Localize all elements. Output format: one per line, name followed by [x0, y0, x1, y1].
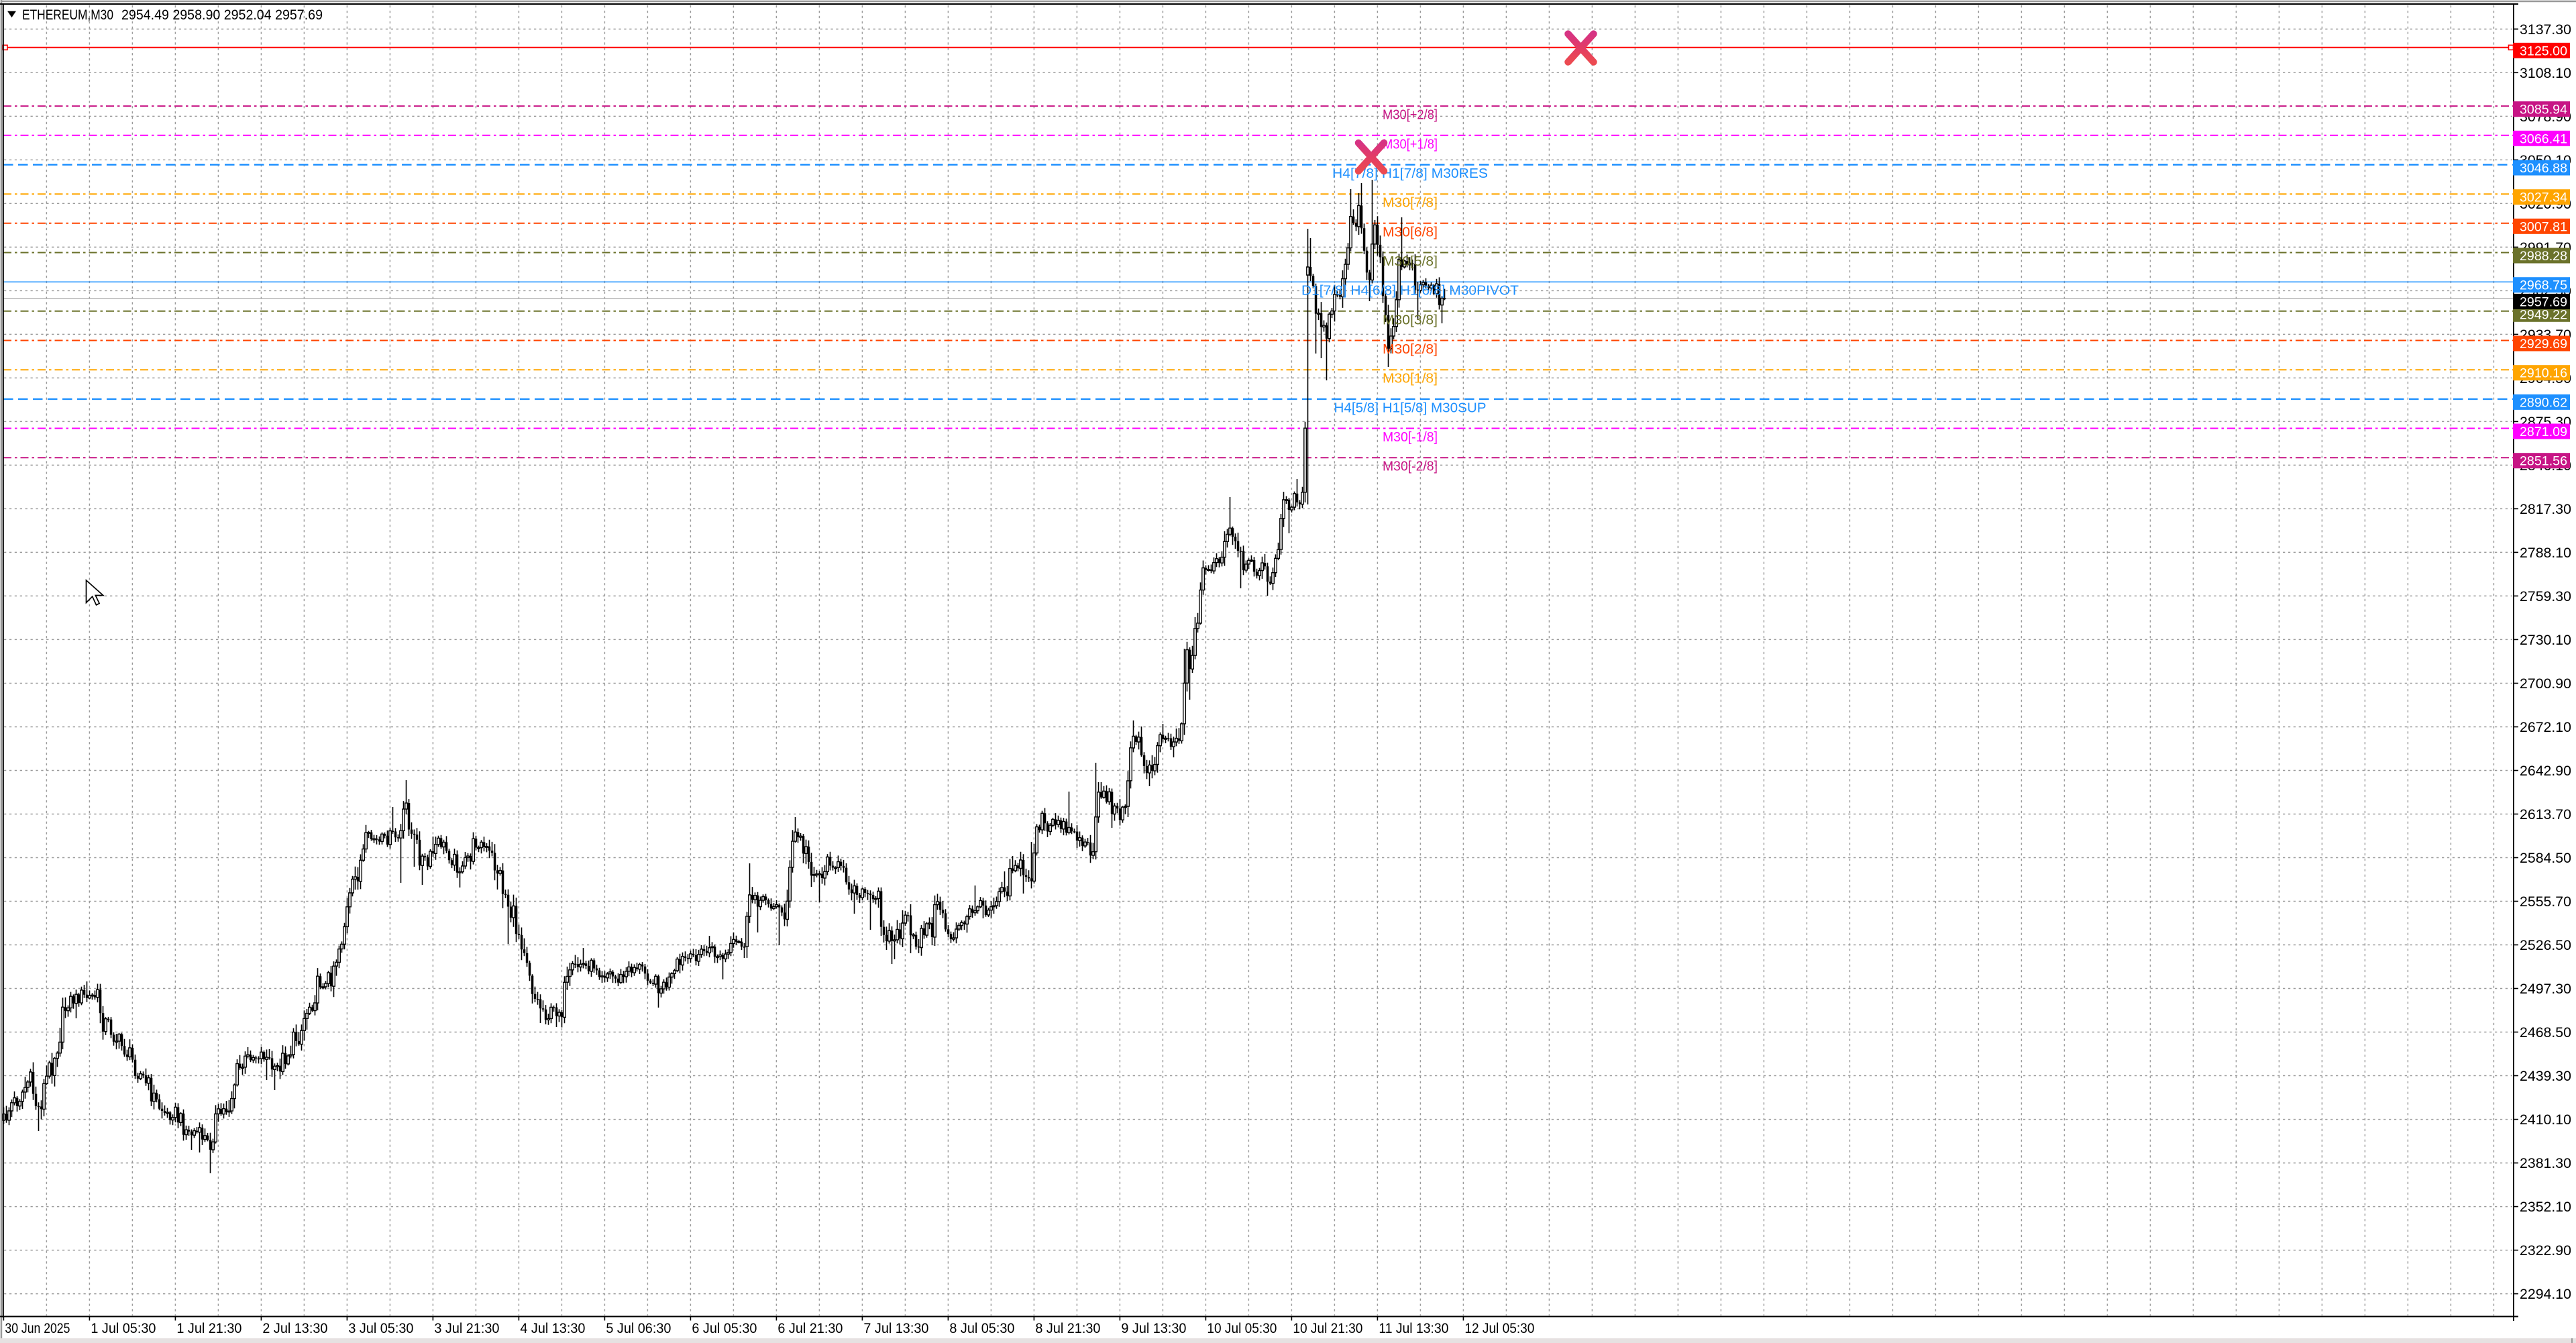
- svg-text:3085.94: 3085.94: [2520, 103, 2567, 117]
- svg-text:12 Jul 05:30: 12 Jul 05:30: [1464, 1321, 1534, 1336]
- svg-text:2439.30: 2439.30: [2520, 1069, 2571, 1084]
- svg-text:M30[-2/8]: M30[-2/8]: [1383, 460, 1438, 474]
- svg-text:2613.70: 2613.70: [2520, 807, 2571, 822]
- svg-text:2968.75: 2968.75: [2520, 278, 2567, 293]
- svg-text:2672.10: 2672.10: [2520, 720, 2571, 735]
- svg-text:10 Jul 21:30: 10 Jul 21:30: [1293, 1321, 1362, 1336]
- svg-text:3027.34: 3027.34: [2520, 191, 2567, 205]
- svg-text:2555.70: 2555.70: [2520, 894, 2571, 910]
- svg-text:2988.28: 2988.28: [2520, 249, 2567, 264]
- svg-text:2759.30: 2759.30: [2520, 589, 2571, 604]
- svg-text:1 Jul 21:30: 1 Jul 21:30: [176, 1321, 241, 1336]
- svg-text:2954.49 2958.90 2952.04 2957.6: 2954.49 2958.90 2952.04 2957.69: [121, 7, 323, 23]
- svg-text:M30[6/8]: M30[6/8]: [1383, 225, 1438, 239]
- svg-text:2871.09: 2871.09: [2520, 425, 2567, 439]
- svg-text:2381.30: 2381.30: [2520, 1156, 2571, 1171]
- svg-text:4 Jul 13:30: 4 Jul 13:30: [520, 1321, 585, 1336]
- svg-text:2468.50: 2468.50: [2520, 1025, 2571, 1040]
- svg-text:10 Jul 05:30: 10 Jul 05:30: [1207, 1321, 1277, 1336]
- svg-text:7 Jul 13:30: 7 Jul 13:30: [863, 1321, 928, 1336]
- svg-text:2584.50: 2584.50: [2520, 851, 2571, 866]
- svg-text:2294.10: 2294.10: [2520, 1287, 2571, 1302]
- svg-text:2910.16: 2910.16: [2520, 366, 2567, 381]
- svg-text:M30[+2/8]: M30[+2/8]: [1383, 108, 1438, 123]
- svg-text:2352.10: 2352.10: [2520, 1199, 2571, 1215]
- svg-text:3125.00: 3125.00: [2520, 44, 2567, 58]
- svg-text:3 Jul 05:30: 3 Jul 05:30: [348, 1321, 413, 1336]
- svg-text:2851.56: 2851.56: [2520, 454, 2567, 469]
- svg-text:M30[3/8]: M30[3/8]: [1383, 313, 1438, 327]
- svg-text:2700.90: 2700.90: [2520, 676, 2571, 692]
- svg-text:2949.22: 2949.22: [2520, 307, 2567, 322]
- svg-text:3066.41: 3066.41: [2520, 131, 2567, 146]
- svg-text:2526.50: 2526.50: [2520, 938, 2571, 953]
- svg-text:3108.10: 3108.10: [2520, 66, 2571, 81]
- svg-text:H4[7/8] H1[7/8] M30RES: H4[7/8] H1[7/8] M30RES: [1332, 166, 1488, 181]
- svg-text:30 Jun 2025: 30 Jun 2025: [5, 1321, 70, 1336]
- svg-text:3007.81: 3007.81: [2520, 219, 2567, 234]
- svg-text:H4[5/8] H1[5/8] M30SUP: H4[5/8] H1[5/8] M30SUP: [1334, 400, 1487, 415]
- svg-text:2410.10: 2410.10: [2520, 1112, 2571, 1128]
- svg-text:6 Jul 05:30: 6 Jul 05:30: [692, 1321, 757, 1336]
- svg-text:2890.62: 2890.62: [2520, 395, 2567, 410]
- svg-text:M30[7/8]: M30[7/8]: [1383, 196, 1438, 211]
- svg-text:M30[5/8]: M30[5/8]: [1383, 254, 1438, 269]
- svg-text:3137.30: 3137.30: [2520, 22, 2571, 38]
- svg-text:M30[-1/8]: M30[-1/8]: [1383, 430, 1438, 445]
- svg-text:3046.88: 3046.88: [2520, 161, 2567, 176]
- svg-text:8 Jul 05:30: 8 Jul 05:30: [949, 1321, 1014, 1336]
- svg-text:9 Jul 13:30: 9 Jul 13:30: [1121, 1321, 1186, 1336]
- svg-text:11 Jul 13:30: 11 Jul 13:30: [1379, 1321, 1448, 1336]
- svg-text:M30[1/8]: M30[1/8]: [1383, 372, 1438, 386]
- svg-text:2817.30: 2817.30: [2520, 502, 2571, 517]
- svg-text:5 Jul 06:30: 5 Jul 06:30: [606, 1321, 671, 1336]
- svg-text:6 Jul 21:30: 6 Jul 21:30: [777, 1321, 843, 1336]
- svg-text:2 Jul 13:30: 2 Jul 13:30: [262, 1321, 327, 1336]
- svg-text:8 Jul 21:30: 8 Jul 21:30: [1035, 1321, 1100, 1336]
- svg-text:ETHEREUM,M30: ETHEREUM,M30: [22, 7, 113, 23]
- svg-text:1 Jul 05:30: 1 Jul 05:30: [91, 1321, 156, 1336]
- svg-text:2929.69: 2929.69: [2520, 337, 2567, 352]
- svg-text:3 Jul 21:30: 3 Jul 21:30: [434, 1321, 499, 1336]
- svg-text:2497.30: 2497.30: [2520, 981, 2571, 997]
- svg-text:2788.10: 2788.10: [2520, 545, 2571, 561]
- svg-text:M30[2/8]: M30[2/8]: [1383, 342, 1438, 357]
- svg-text:2642.90: 2642.90: [2520, 763, 2571, 779]
- svg-text:D1[7/8] H4[6/8] H1[6/8] M30PIV: D1[7/8] H4[6/8] H1[6/8] M30PIVOT: [1301, 284, 1519, 299]
- svg-text:2730.10: 2730.10: [2520, 633, 2571, 648]
- svg-text:M30[+1/8]: M30[+1/8]: [1383, 137, 1438, 152]
- svg-text:2322.90: 2322.90: [2520, 1243, 2571, 1258]
- svg-text:2957.69: 2957.69: [2520, 294, 2567, 309]
